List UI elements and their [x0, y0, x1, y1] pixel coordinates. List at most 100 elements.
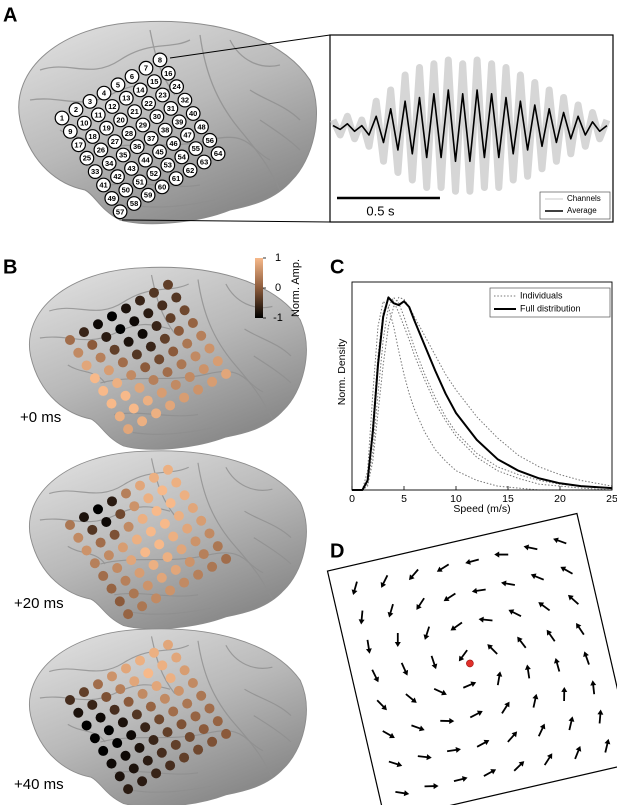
electrode: [113, 112, 128, 128]
amplitude-dot: [182, 338, 193, 349]
amplitude-dot: [121, 303, 131, 314]
amplitude-dot: [117, 717, 128, 728]
arrow-head: [426, 754, 432, 761]
arrow-head: [561, 686, 568, 693]
electrode-label: 29: [139, 120, 147, 129]
amplitude-dot: [65, 695, 75, 705]
amplitude-dot: [121, 663, 131, 674]
electrode: [194, 119, 209, 135]
amplitude-dot: [143, 668, 154, 679]
series-line: [352, 296, 613, 491]
amplitude-dot: [134, 742, 145, 753]
amplitude-dot: [135, 480, 145, 491]
amplitude-dot: [145, 341, 156, 352]
amplitude-dot: [151, 768, 162, 779]
amplitude-dot: [93, 679, 103, 690]
arrow-head: [490, 769, 497, 775]
arrow-head: [461, 776, 468, 782]
amplitude-dot: [212, 356, 223, 367]
amplitude-dot: [162, 727, 173, 738]
series-line: [352, 296, 613, 491]
electrode-label: 60: [158, 182, 166, 191]
amplitude-dot: [156, 747, 167, 758]
arrow-head: [483, 739, 490, 746]
amplitude-dot: [129, 316, 140, 327]
amplitude-dot: [165, 313, 176, 324]
amplitude-dot: [95, 352, 106, 363]
amplitude-dot: [107, 496, 117, 507]
electrode-label: 23: [158, 90, 166, 99]
amplitude-dot: [196, 690, 207, 701]
amplitude-dot: [179, 392, 190, 403]
amplitude-dot: [170, 379, 181, 390]
amplitude-dot: [182, 523, 193, 534]
amplitude-dot: [101, 691, 112, 702]
electrode: [96, 177, 111, 193]
arrow-head: [583, 651, 589, 658]
electrode: [169, 79, 185, 95]
electrode: [160, 157, 176, 173]
amplitude-dot: [98, 570, 109, 581]
amplitude-dot: [109, 344, 120, 355]
arrow-head: [476, 710, 483, 716]
electrode-label: 41: [99, 180, 107, 189]
amplitude-dot: [131, 534, 142, 545]
electrode: [124, 160, 139, 176]
amplitude-dot: [151, 506, 162, 517]
amplitude-dot: [79, 327, 89, 338]
amplitude-dot: [140, 722, 151, 733]
arrow-head: [381, 704, 387, 711]
amplitude-dot: [176, 359, 187, 370]
amplitude-dot: [73, 347, 84, 358]
arrow-head: [532, 693, 539, 700]
arrow-head: [523, 544, 530, 551]
amplitude-dot: [207, 736, 218, 747]
zoom-line: [121, 219, 331, 223]
arrow-head: [511, 731, 518, 738]
arrow-head: [431, 663, 438, 670]
y-axis-label: Norm. Density: [336, 338, 348, 405]
colorbar-tick-label: 1: [275, 252, 281, 264]
amplitude-dot: [165, 400, 176, 411]
amplitude-dot: [89, 733, 100, 744]
arrow-head: [501, 580, 507, 587]
arrow-head: [402, 669, 409, 676]
arrow-head: [508, 609, 515, 615]
amplitude-dot: [103, 365, 114, 376]
amplitude-dot: [157, 300, 168, 311]
electrode-label: 33: [91, 167, 99, 176]
arrow-head: [403, 790, 410, 797]
electrode: [112, 204, 128, 220]
arrow-head: [443, 595, 450, 602]
amplitude-dot: [198, 549, 209, 560]
electrode: [132, 82, 148, 98]
electrode: [171, 114, 187, 130]
amplitude-dot: [121, 488, 131, 499]
electrode-label: 6: [130, 72, 134, 81]
electrode: [177, 92, 193, 108]
electrode-label: 51: [136, 177, 144, 186]
amplitude-dot: [190, 351, 201, 362]
electrode-label: 54: [178, 152, 187, 161]
electrode-label: 61: [172, 174, 180, 183]
electrode-label: 2: [74, 105, 78, 114]
amplitude-dot: [137, 688, 148, 699]
amplitude-dot: [149, 472, 159, 483]
arrow-head: [494, 551, 500, 558]
amplitude-dot: [193, 384, 204, 395]
arrow-head: [538, 602, 545, 608]
scale-bar-label: 0.5 s: [366, 203, 395, 218]
amplitude-dot: [187, 502, 198, 513]
x-tick-label: 10: [450, 493, 462, 505]
electrode-label: 28: [125, 129, 133, 138]
amplitude-dot: [103, 550, 114, 561]
electrode-label: 38: [161, 126, 169, 135]
amplitude-dot: [148, 559, 159, 570]
amplitude-dot: [137, 328, 148, 339]
amplitude-dot: [204, 528, 215, 539]
arrow-head: [396, 761, 403, 768]
electrode-label: 15: [150, 77, 158, 86]
amplitude-dot: [173, 685, 184, 696]
arrow-head: [590, 680, 597, 686]
zoom-line: [169, 34, 331, 59]
